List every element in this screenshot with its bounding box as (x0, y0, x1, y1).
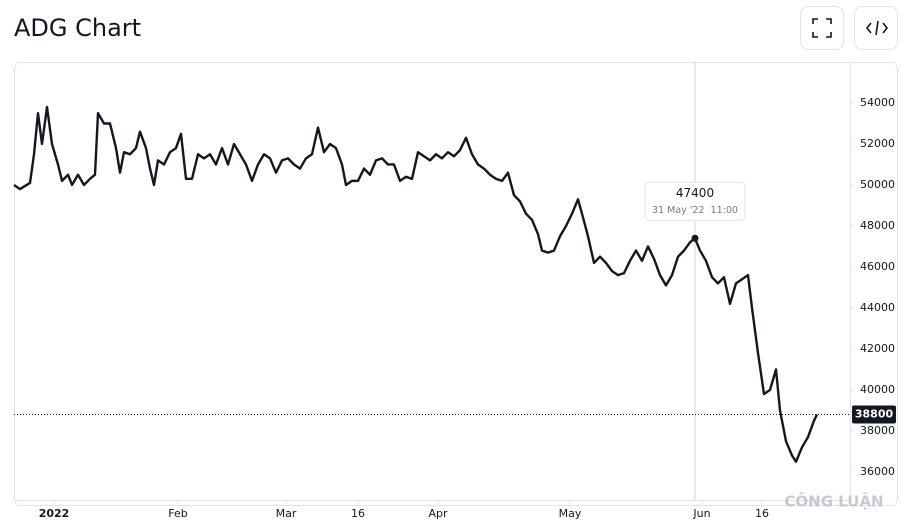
y-tick-label: 40000 (860, 383, 895, 396)
embed-button[interactable] (854, 6, 898, 50)
tooltip-value: 47400 (676, 186, 714, 200)
y-tick-label: 46000 (860, 260, 895, 273)
y-tick-label: 52000 (860, 137, 895, 150)
x-tick-label: 16 (755, 507, 769, 520)
x-tick-label: 16 (351, 507, 365, 520)
x-tick-label: 2022 (39, 507, 70, 520)
y-tick-label: 50000 (860, 178, 895, 191)
y-tick-label: 54000 (860, 96, 895, 109)
x-tick-label: Mar (276, 507, 297, 520)
chart-title: ADG Chart (14, 14, 141, 42)
fullscreen-button[interactable] (800, 6, 844, 50)
watermark: CÔNG LUẬN (784, 491, 883, 511)
last-value-label: 38800 (855, 408, 894, 421)
chart-frame (14, 62, 898, 506)
x-tick-label: Apr (428, 507, 448, 520)
price-line (13, 105, 819, 463)
x-tick-label: Jun (692, 507, 710, 520)
tooltip-date: 31 May '22 11:00 (652, 205, 738, 216)
tooltip-box (644, 181, 746, 221)
y-tick-label: 38000 (860, 424, 895, 437)
y-tick-label: 36000 (860, 465, 895, 478)
tooltip-point (691, 234, 699, 242)
last-value-badge (852, 405, 896, 424)
x-tick-label: May (559, 507, 582, 520)
x-tick-label: Feb (168, 507, 187, 520)
y-tick-label: 42000 (860, 342, 895, 355)
y-tick-label: 48000 (860, 219, 895, 232)
y-tick-label: 44000 (860, 301, 895, 314)
